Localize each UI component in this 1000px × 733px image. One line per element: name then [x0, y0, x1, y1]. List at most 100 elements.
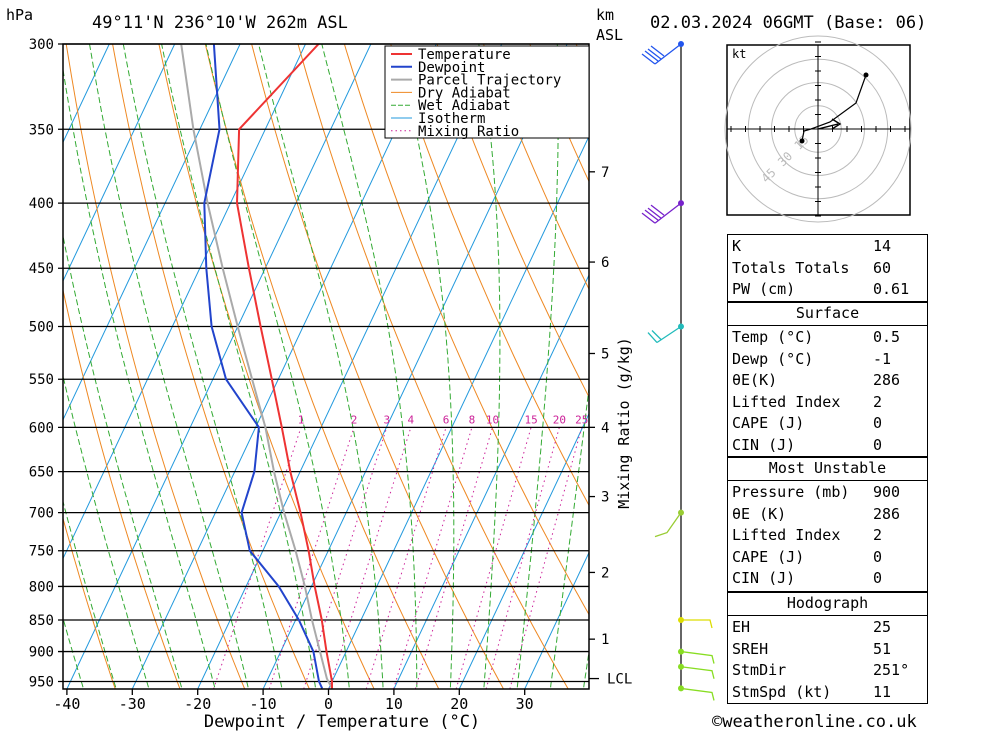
row-label: θE (K) [732, 504, 787, 523]
hodograph-start-dot [799, 138, 805, 144]
pressure-tick-label: 300 [29, 37, 54, 53]
row-value: 0.5 [873, 328, 901, 346]
mixing-ratio-label: 4 [408, 413, 415, 426]
table-row: Totals Totals 60 [728, 258, 927, 279]
legend-label: Isotherm [418, 111, 485, 127]
row-label: Lifted Index [732, 392, 841, 411]
wind-profile [641, 41, 715, 701]
row-value: 2 [873, 526, 883, 544]
row-label: Pressure (mb) [732, 483, 850, 501]
row-value: 0 [873, 435, 883, 454]
mixing-ratio-line [485, 427, 560, 689]
wet-adiabat-line [63, 66, 216, 688]
row-value: -1 [873, 349, 892, 368]
table-row: θE(K) 286 [728, 370, 927, 391]
isotherm-line [131, 44, 437, 689]
wind-barb [654, 512, 682, 538]
legend-label: Temperature [418, 47, 511, 63]
row-label: PW (cm) [732, 280, 796, 298]
height-tick-label: 4 [601, 420, 609, 436]
mixing-ratio-line [213, 427, 302, 689]
table-row: θE (K) 286 [728, 504, 927, 525]
height-tick-label: 6 [601, 255, 609, 271]
mixing-ratio-label: 25 [575, 413, 588, 426]
hodograph-stats-title: Hodograph [786, 594, 869, 612]
mixing-ratio-line [268, 427, 355, 689]
mixing-ratio-axis-title: Mixing Ratio (g/kg) [615, 337, 633, 509]
storm-motion-arrow [817, 118, 842, 130]
row-value: 0 [873, 547, 883, 566]
dry-adiabat-line [436, 44, 589, 399]
row-value: 0.61 [873, 280, 910, 298]
row-label: Temp (°C) [732, 328, 814, 346]
pressure-tick-label: 700 [29, 506, 54, 522]
table-row: Lifted Index 2 [728, 525, 927, 546]
profile-curves [180, 44, 333, 689]
isotherm-line [393, 273, 589, 689]
surface-table: Surface Temp (°C) 0.5 Dewp (°C) -1 θE(K) 286 L… [727, 302, 928, 457]
isotherm-line [63, 44, 176, 283]
row-value: 11 [873, 682, 892, 701]
wind-barb [641, 202, 682, 224]
row-value: 60 [873, 258, 892, 277]
table-row: StmSpd (kt) 11 [728, 682, 927, 703]
wind-barb [641, 43, 682, 65]
row-value: 286 [873, 371, 901, 389]
isotherm-line [66, 44, 372, 689]
most-unstable-title: Most Unstable [768, 459, 887, 477]
row-value: 25 [873, 618, 892, 636]
table-row: SREH 51 [728, 639, 927, 660]
table-row: CIN (J) 0 [728, 568, 927, 589]
row-value: 14 [873, 237, 892, 255]
dry-adiabat-line [112, 44, 310, 689]
pressure-tick-label: 750 [29, 544, 54, 560]
row-label: Lifted Index [732, 526, 841, 544]
isotherm-line [328, 135, 589, 689]
wet-adiabat-line [478, 44, 501, 688]
wind-barb [647, 325, 682, 344]
temperature-tick-label: 30 [516, 695, 534, 713]
mixing-ratio-label: 10 [486, 413, 499, 426]
row-label: SREH [732, 639, 769, 658]
mixing-ratio-label: 8 [469, 413, 476, 426]
mixing-ratio-label: 2 [351, 413, 358, 426]
surface-title: Surface [795, 304, 860, 322]
row-label: Dewp (°C) [732, 349, 814, 368]
temperature-axis-labels: -40 -30 -20 -10 0 10 20 30 [53, 689, 534, 713]
table-row: CAPE (J) 0 [728, 547, 927, 568]
wet-adiabat-line [89, 44, 249, 688]
most-unstable-table: Most Unstable Pressure (mb) 900 θE (K) 286 L… [727, 457, 928, 592]
temperature-tick-label: -10 [250, 695, 277, 713]
wind-barb [681, 619, 713, 629]
row-value: 900 [873, 483, 901, 501]
wet-adiabat-line [122, 44, 283, 688]
pressure-axis-labels: 300 350 400 450 500 550 600 650 700 750 800 850 900 9… [29, 37, 54, 690]
wet-adiabat-line [258, 44, 384, 688]
height-tick-label: 7 [601, 165, 609, 181]
temperature-tick-label: 0 [324, 695, 333, 713]
table-row: Pressure (mb) 900 [728, 482, 927, 503]
height-tick-label: 5 [601, 346, 609, 362]
legend-label: Wet Adiabat [418, 98, 511, 114]
temperature-tick-label: -20 [184, 695, 211, 713]
mixing-ratio-line [393, 427, 473, 689]
row-value: 0 [873, 569, 883, 587]
temperature-tick-label: 10 [385, 695, 403, 713]
row-label: Totals Totals [732, 258, 850, 277]
dry-adiabat-line [390, 44, 589, 507]
isotherm-line [63, 44, 306, 560]
row-value: 2 [873, 392, 883, 411]
mixing-ratio-label: 15 [524, 413, 537, 426]
row-label: EH [732, 618, 751, 636]
hodograph-trace [801, 74, 867, 142]
isotherm-line [524, 551, 589, 689]
pressure-tick-label: 550 [29, 372, 54, 388]
temperature-tick-label: -30 [119, 695, 146, 713]
dry-adiabat-line [204, 44, 440, 689]
pressure-tick-label: 800 [29, 579, 54, 595]
wind-barb [680, 687, 715, 701]
row-label: θE(K) [732, 371, 778, 389]
row-value: 51 [873, 639, 892, 658]
pressure-tick-label: 400 [29, 196, 54, 212]
